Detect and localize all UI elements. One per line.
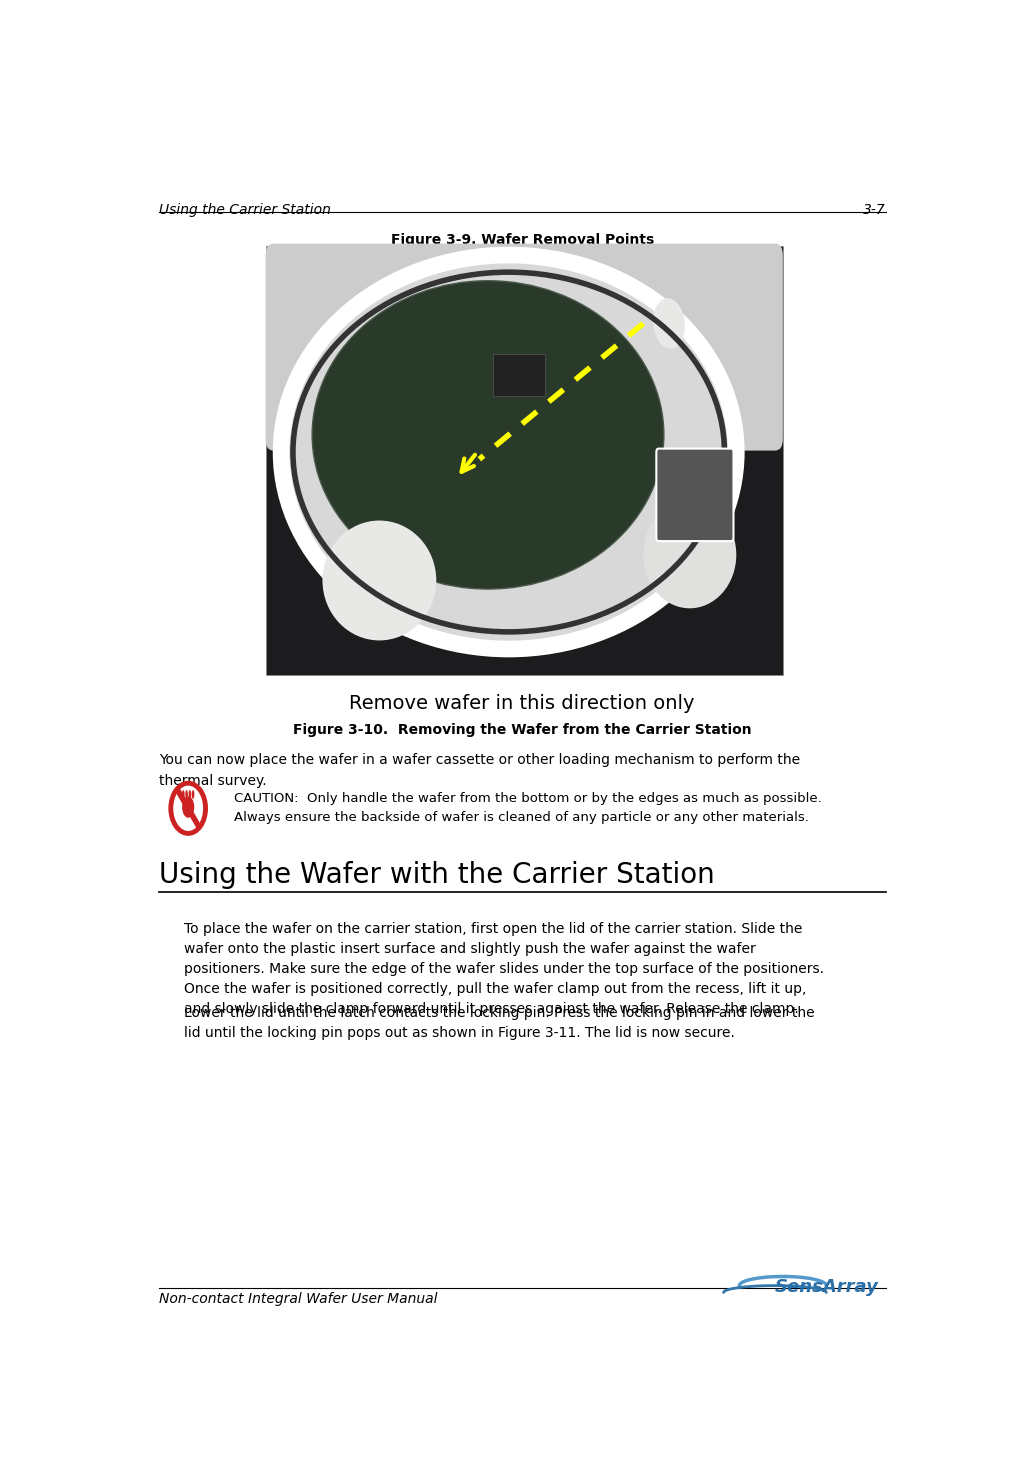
Ellipse shape	[185, 790, 187, 799]
Text: Using the Wafer with the Carrier Station: Using the Wafer with the Carrier Station	[159, 860, 714, 888]
Text: Lower the lid until the latch contacts the locking pin. Press the locking pin in: Lower the lid until the latch contacts t…	[184, 1005, 815, 1020]
Ellipse shape	[653, 298, 685, 349]
Ellipse shape	[643, 501, 737, 608]
Text: Figure 3-10.  Removing the Wafer from the Carrier Station: Figure 3-10. Removing the Wafer from the…	[292, 722, 752, 737]
Text: Using the Carrier Station: Using the Carrier Station	[159, 203, 331, 217]
Bar	[493, 353, 545, 396]
FancyBboxPatch shape	[266, 243, 783, 451]
Text: To place the wafer on the carrier station, first open the lid of the carrier sta: To place the wafer on the carrier statio…	[184, 922, 803, 936]
Ellipse shape	[192, 790, 195, 799]
Bar	[266, 246, 783, 675]
Ellipse shape	[182, 796, 195, 817]
Text: You can now place the wafer in a wafer cassette or other loading mechanism to pe: You can now place the wafer in a wafer c…	[159, 753, 800, 768]
Text: Once the wafer is positioned correctly, pull the wafer clamp out from the recess: Once the wafer is positioned correctly, …	[184, 982, 807, 997]
Text: 3-7: 3-7	[863, 203, 886, 217]
Text: thermal survey.: thermal survey.	[159, 774, 267, 787]
Ellipse shape	[322, 521, 436, 641]
Ellipse shape	[189, 790, 192, 799]
Text: lid until the locking pin pops out as shown in Figure 3-11. The lid is now secur: lid until the locking pin pops out as sh…	[184, 1026, 735, 1040]
Text: Figure 3-9. Wafer Removal Points: Figure 3-9. Wafer Removal Points	[390, 233, 654, 246]
Text: positioners. Make sure the edge of the wafer slides under the top surface of the: positioners. Make sure the edge of the w…	[184, 962, 824, 976]
Ellipse shape	[182, 790, 184, 799]
Text: Always ensure the backside of wafer is cleaned of any particle or any other mate: Always ensure the backside of wafer is c…	[234, 811, 809, 823]
FancyBboxPatch shape	[656, 448, 734, 541]
Text: CAUTION:  Only handle the wafer from the bottom or by the edges as much as possi: CAUTION: Only handle the wafer from the …	[234, 792, 821, 805]
Ellipse shape	[281, 255, 737, 650]
Text: and slowly slide the clamp forward until it presses against the wafer. Release t: and slowly slide the clamp forward until…	[184, 1003, 799, 1016]
Text: wafer onto the plastic insert surface and slightly push the wafer against the wa: wafer onto the plastic insert surface an…	[184, 943, 756, 957]
Text: Remove wafer in this direction only: Remove wafer in this direction only	[350, 694, 695, 713]
Circle shape	[171, 783, 206, 833]
Text: Non-contact Integral Wafer User Manual: Non-contact Integral Wafer User Manual	[159, 1293, 437, 1307]
Text: SensArray: SensArray	[774, 1278, 878, 1296]
Ellipse shape	[312, 280, 663, 589]
